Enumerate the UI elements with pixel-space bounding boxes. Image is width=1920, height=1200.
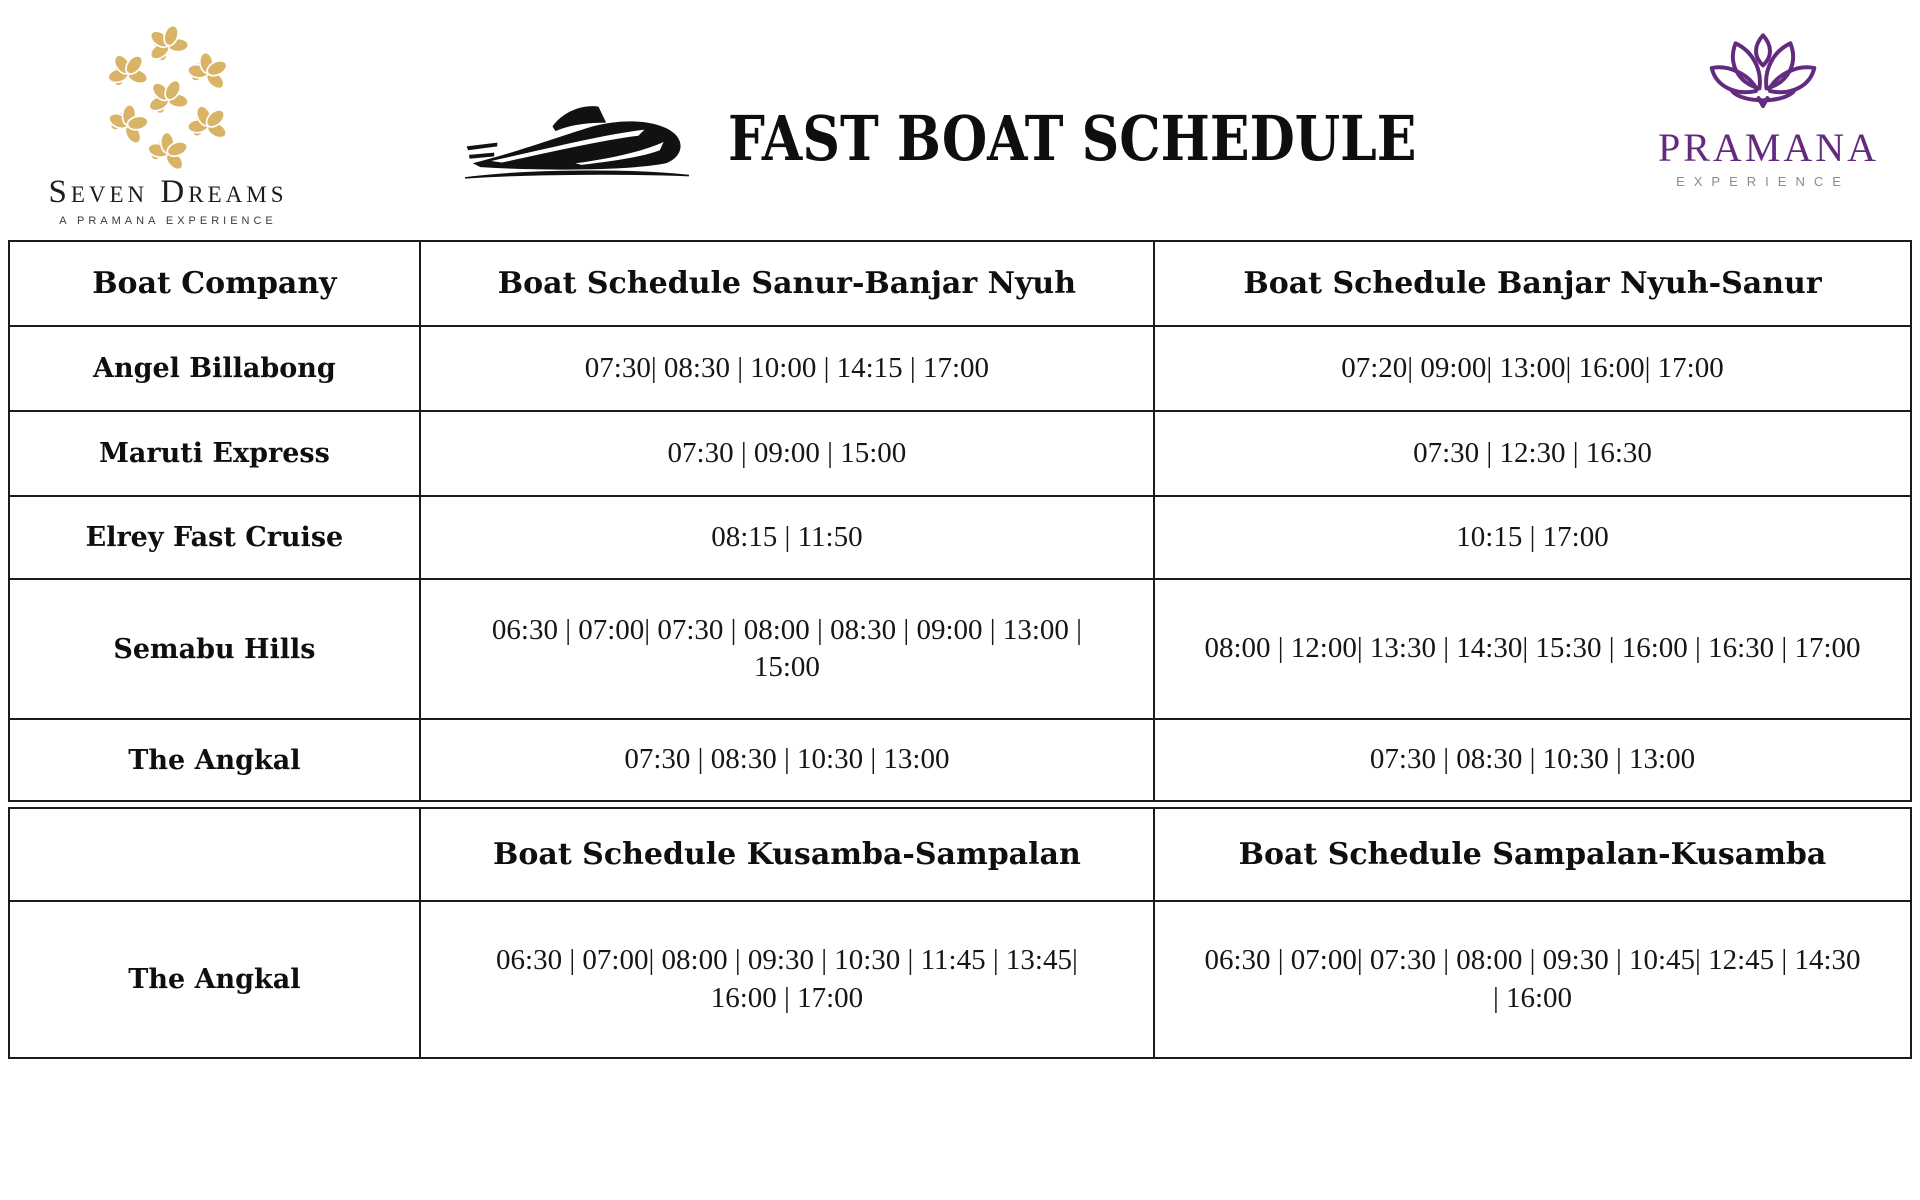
company-name: Maruti Express: [8, 410, 421, 497]
table-row-angel-billabong: Angel Billabong 07:30| 08:30 | 10:00 | 1…: [8, 325, 1912, 412]
page-title: FAST BOAT SCHEDULE: [728, 101, 1417, 175]
times-return: 07:30 | 08:30 | 10:30 | 13:00: [1153, 718, 1912, 802]
schedule-table-kusamba: Boat Schedule Kusamba-Sampalan Boat Sche…: [8, 807, 1912, 1059]
column-header-banjarnyuh-sanur: Boat Schedule Banjar Nyuh-Sanur: [1153, 240, 1912, 327]
times-outbound: 07:30 | 08:30 | 10:30 | 13:00: [418, 718, 1156, 802]
column-header-boat-company: Boat Company: [8, 240, 421, 327]
company-name: Semabu Hills: [8, 578, 421, 720]
title-group: FAST BOAT SCHEDULE: [462, 86, 1548, 190]
times-outbound: 08:15 | 11:50: [418, 495, 1156, 580]
times-outbound: 07:30 | 09:00 | 15:00: [418, 410, 1156, 497]
header-row-kusamba: Boat Schedule Kusamba-Sampalan Boat Sche…: [8, 807, 1912, 902]
table-row-semabu-hills: Semabu Hills 06:30 | 07:00| 07:30 | 08:0…: [8, 578, 1912, 720]
times-return: 07:30 | 12:30 | 16:30: [1153, 410, 1912, 497]
column-header-sanur-banjarnyuh: Boat Schedule Sanur-Banjar Nyuh: [418, 240, 1156, 327]
table-row-the-angkal-kusamba: The Angkal 06:30 | 07:00| 08:00 | 09:30 …: [8, 900, 1912, 1059]
seven-dreams-logo: Seven Dreams A PRAMANA EXPERIENCE: [38, 22, 298, 227]
company-name: The Angkal: [8, 900, 421, 1059]
column-header-sampalan-kusamba: Boat Schedule Sampalan-Kusamba: [1153, 807, 1912, 902]
times-outbound: 06:30 | 07:00| 08:00 | 09:30 | 10:30 | 1…: [418, 900, 1156, 1059]
schedule-table-sanur: Boat Company Boat Schedule Sanur-Banjar …: [8, 240, 1912, 802]
times-return: 07:20| 09:00| 13:00| 16:00| 17:00: [1153, 325, 1912, 412]
lotus-icon: [1709, 33, 1817, 109]
seven-dreams-tagline: A PRAMANA EXPERIENCE: [59, 215, 277, 227]
seven-dreams-flower-cluster-icon: [101, 22, 239, 172]
pramana-name: PRAMANA: [1658, 125, 1880, 170]
table-row-the-angkal: The Angkal 07:30 | 08:30 | 10:30 | 13:00…: [8, 718, 1912, 802]
header-row-sanur: Boat Company Boat Schedule Sanur-Banjar …: [8, 240, 1912, 327]
speedboat-icon: [462, 86, 692, 190]
times-return: 06:30 | 07:00| 07:30 | 08:00 | 09:30 | 1…: [1153, 900, 1912, 1059]
times-outbound: 06:30 | 07:00| 07:30 | 08:00 | 08:30 | 0…: [418, 578, 1156, 720]
table-row-elrey-fast-cruise: Elrey Fast Cruise 08:15 | 11:50 10:15 | …: [8, 495, 1912, 580]
column-header-kusamba-sampalan: Boat Schedule Kusamba-Sampalan: [418, 807, 1156, 902]
table-row-maruti-express: Maruti Express 07:30 | 09:00 | 15:00 07:…: [8, 410, 1912, 497]
times-return: 08:00 | 12:00| 13:30 | 14:30| 15:30 | 16…: [1153, 578, 1912, 720]
pramana-logo: PRAMANA EXPERIENCE: [1658, 30, 1880, 189]
seven-dreams-name: Seven Dreams: [48, 174, 288, 210]
schedule-tables: Boat Company Boat Schedule Sanur-Banjar …: [8, 240, 1912, 1059]
empty-header-cell: [8, 807, 421, 902]
pramana-tagline: EXPERIENCE: [1676, 174, 1850, 189]
company-name: Angel Billabong: [8, 325, 421, 412]
times-return: 10:15 | 17:00: [1153, 495, 1912, 580]
times-outbound: 07:30| 08:30 | 10:00 | 14:15 | 17:00: [418, 325, 1156, 412]
company-name: Elrey Fast Cruise: [8, 495, 421, 580]
page-header: Seven Dreams A PRAMANA EXPERIENCE FAST B…: [0, 0, 1920, 240]
company-name: The Angkal: [8, 718, 421, 802]
